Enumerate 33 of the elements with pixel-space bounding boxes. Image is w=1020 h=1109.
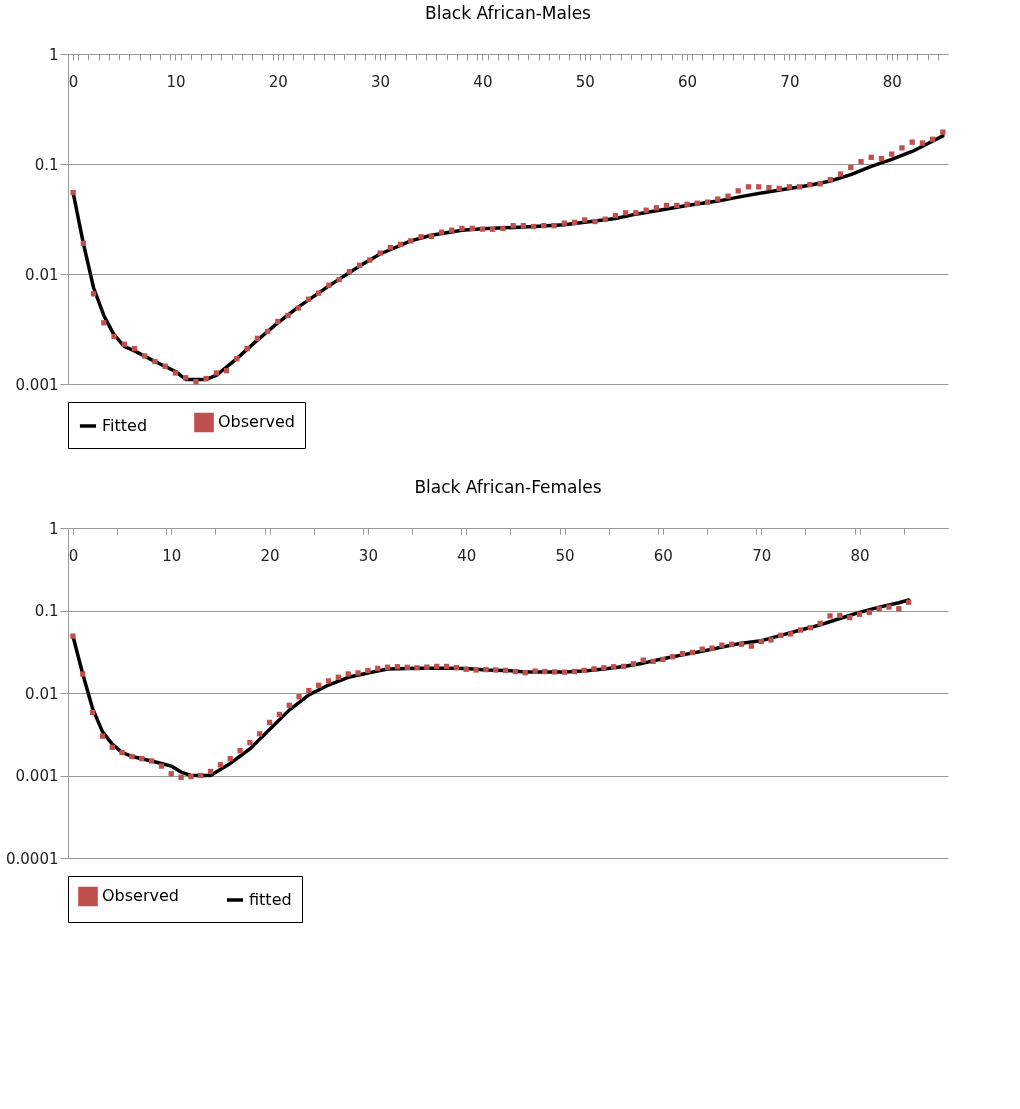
x-tick-label: 20 (260, 546, 280, 565)
y-tick-label: 0.001 (15, 375, 59, 394)
x-tick-label: 70 (752, 546, 772, 565)
x-tick-label: 80 (882, 72, 902, 91)
x-tick-label: 0 (68, 72, 79, 91)
legend-label: Fitted (102, 416, 148, 435)
x-tick-label: 10 (166, 72, 186, 91)
y-tick-label: 0.1 (34, 602, 59, 620)
x-tick-label: 50 (555, 546, 575, 565)
x-tick-label: 40 (457, 546, 477, 565)
x-tick-label: 80 (850, 546, 870, 565)
y-tick-label: 0.01 (25, 684, 59, 703)
x-tick-label: 70 (780, 72, 800, 91)
x-tick-label: 40 (473, 72, 493, 91)
x-tick-label: 60 (678, 72, 698, 91)
y-tick-label: 0.0001 (6, 849, 59, 868)
chart-title: Black African-Females (414, 477, 602, 497)
legend-label: fitted (249, 890, 292, 909)
x-tick-label: 50 (575, 72, 595, 91)
legend-label: Observed (218, 412, 295, 432)
y-tick-label: 0.1 (34, 155, 59, 174)
y-tick-label: 1 (48, 519, 59, 538)
x-tick-label: 30 (371, 72, 391, 91)
y-tick-label: 0.01 (25, 265, 59, 284)
y-tick-label: 0.001 (15, 767, 59, 785)
x-tick-label: 10 (162, 546, 182, 565)
y-tick-label: 1 (48, 45, 59, 64)
chart-title: Black African-Males (425, 3, 592, 23)
legend-label: Observed (102, 886, 179, 906)
x-tick-label: 60 (653, 546, 673, 565)
x-tick-label: 30 (358, 546, 378, 565)
x-tick-label: 20 (268, 72, 288, 91)
x-tick-label: 0 (68, 546, 79, 565)
